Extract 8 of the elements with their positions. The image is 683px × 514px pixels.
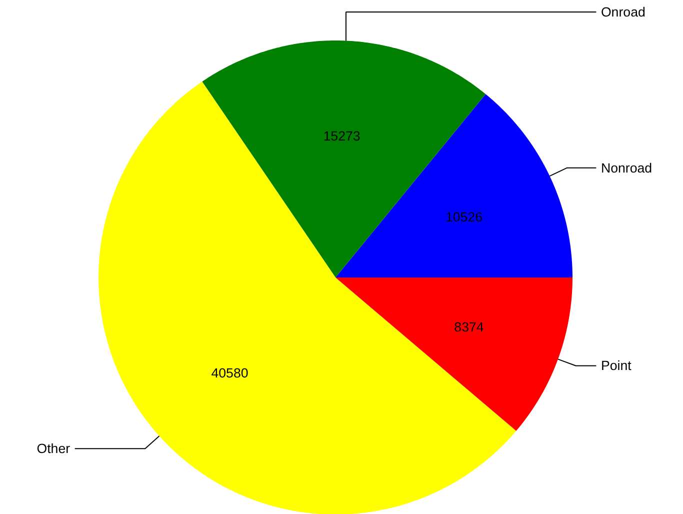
slice-label: Onroad [600,4,646,20]
data-label: 40580 [211,366,248,381]
data-label: 10526 [445,210,483,225]
slice-label: Other [36,441,71,456]
data-label: 15273 [323,128,360,144]
slice-label: Point [600,358,632,374]
slice-label: Nonroad [600,160,652,176]
data-label: 8374 [454,320,484,335]
